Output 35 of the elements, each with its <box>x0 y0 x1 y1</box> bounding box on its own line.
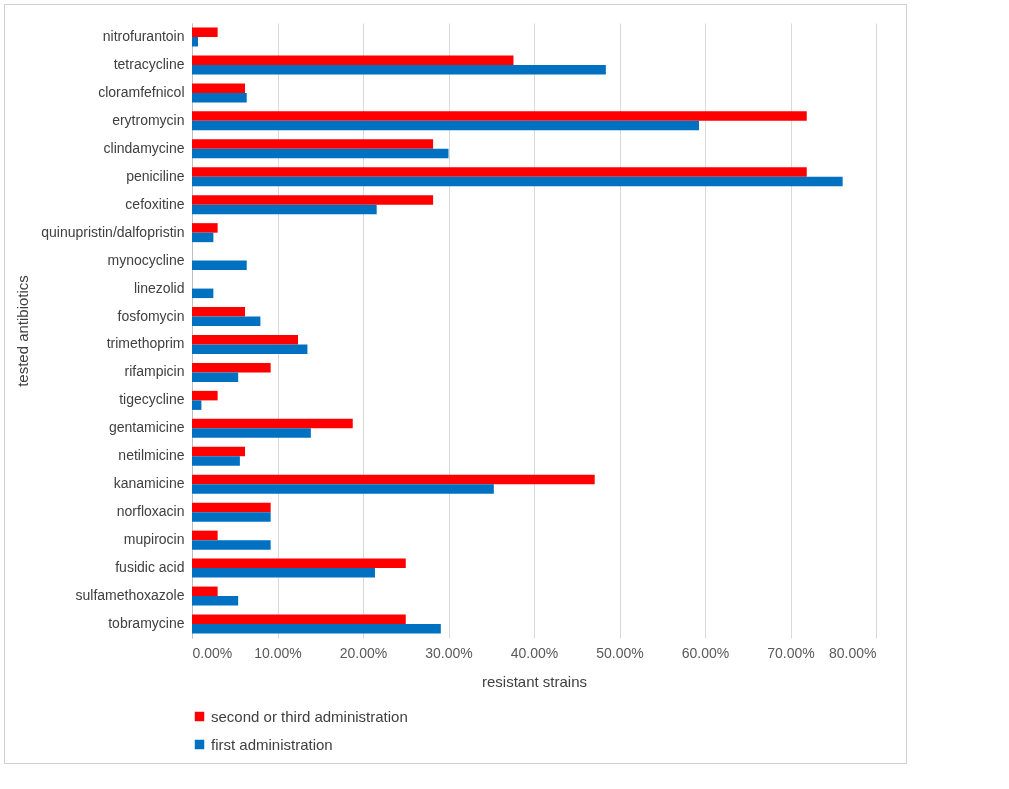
y-tick-label: kanamicine <box>113 475 185 492</box>
y-tick-label: linezolid <box>133 279 185 296</box>
y-tick-label: erytromycin <box>112 111 185 128</box>
y-tick-label: cefoxitine <box>125 195 185 212</box>
y-tick-label: mynocycline <box>107 251 185 268</box>
y-tick-label: norfloxacin <box>116 503 185 520</box>
y-tick-label: cloramfefnicol <box>98 83 185 100</box>
y-tick-label: tigecycline <box>119 391 185 408</box>
x-tick-label: 20.00% <box>339 644 388 661</box>
y-tick-label: mupirocin <box>123 531 185 548</box>
y-tick-label: quinupristin/dalfopristin <box>41 223 185 240</box>
x-tick-label: 70.00% <box>767 644 815 661</box>
x-tick-label: 50.00% <box>596 644 644 661</box>
y-tick-label: netilmicine <box>118 447 185 464</box>
x-tick-label: 0.00% <box>192 644 233 661</box>
y-tick-label: fusidic acid <box>115 559 185 576</box>
x-tick-label: 40.00% <box>510 644 559 661</box>
legend-label: second or third administration <box>211 707 408 725</box>
x-tick-label: 30.00% <box>425 644 473 661</box>
y-tick-label: peniciline <box>126 167 185 184</box>
y-tick-label: fosfomycin <box>117 307 185 324</box>
y-tick-label: clindamycine <box>103 139 185 156</box>
x-axis-title: resistant strains <box>481 672 588 690</box>
legend-label: first administration <box>211 735 333 753</box>
y-tick-label: tetracycline <box>113 55 185 72</box>
y-tick-label: sulfamethoxazole <box>75 587 185 604</box>
y-tick-label: nitrofurantoin <box>102 27 185 44</box>
x-tick-label: 60.00% <box>681 644 730 661</box>
y-axis-title: tested antibiotics <box>14 275 32 387</box>
x-tick-label: 80.00% <box>829 644 877 661</box>
x-tick-label: 10.00% <box>254 644 302 661</box>
y-tick-label: tobramycine <box>108 615 185 632</box>
y-tick-label: rifampicin <box>124 363 185 380</box>
y-tick-label: trimethoprim <box>106 335 185 352</box>
y-tick-label: gentamicine <box>109 419 185 436</box>
